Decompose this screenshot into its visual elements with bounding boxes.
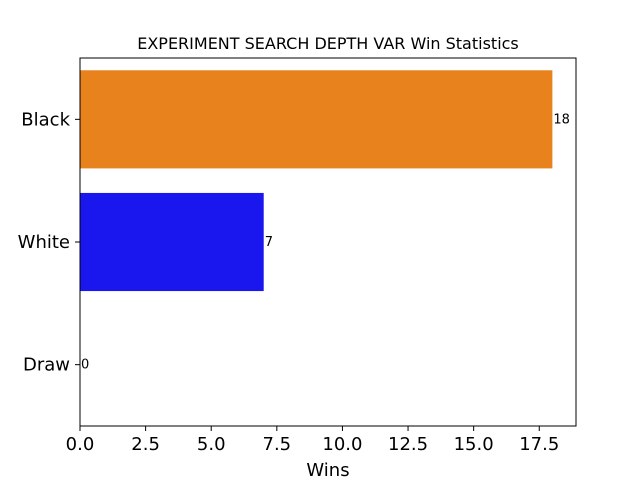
data-label-draw: 0 xyxy=(81,358,89,373)
x-axis-label: Wins xyxy=(306,460,349,480)
bar-black xyxy=(80,70,553,169)
chart-title: EXPERIMENT SEARCH DEPTH VAR Win Statisti… xyxy=(137,34,519,53)
x-tick-label: 0.0 xyxy=(66,434,95,455)
x-tick-label: 12.5 xyxy=(388,434,428,455)
y-axis: Black White Draw xyxy=(18,109,80,376)
x-tick-label: 15.0 xyxy=(454,434,494,455)
x-tick-label: 7.5 xyxy=(263,434,292,455)
y-tick-label-draw: Draw xyxy=(23,355,70,376)
x-axis: 0.0 2.5 5.0 7.5 10.0 12.5 15.0 17.5 xyxy=(66,426,559,455)
data-label-black: 18 xyxy=(553,112,570,127)
x-tick-label: 17.5 xyxy=(519,434,559,455)
bar-white xyxy=(80,192,264,292)
x-tick-label: 5.0 xyxy=(197,434,226,455)
y-tick-label-black: Black xyxy=(21,109,70,130)
x-tick-label: 10.0 xyxy=(322,434,362,455)
x-tick-label: 2.5 xyxy=(131,434,160,455)
y-tick-label-white: White xyxy=(18,232,70,253)
data-label-white: 7 xyxy=(265,235,273,250)
